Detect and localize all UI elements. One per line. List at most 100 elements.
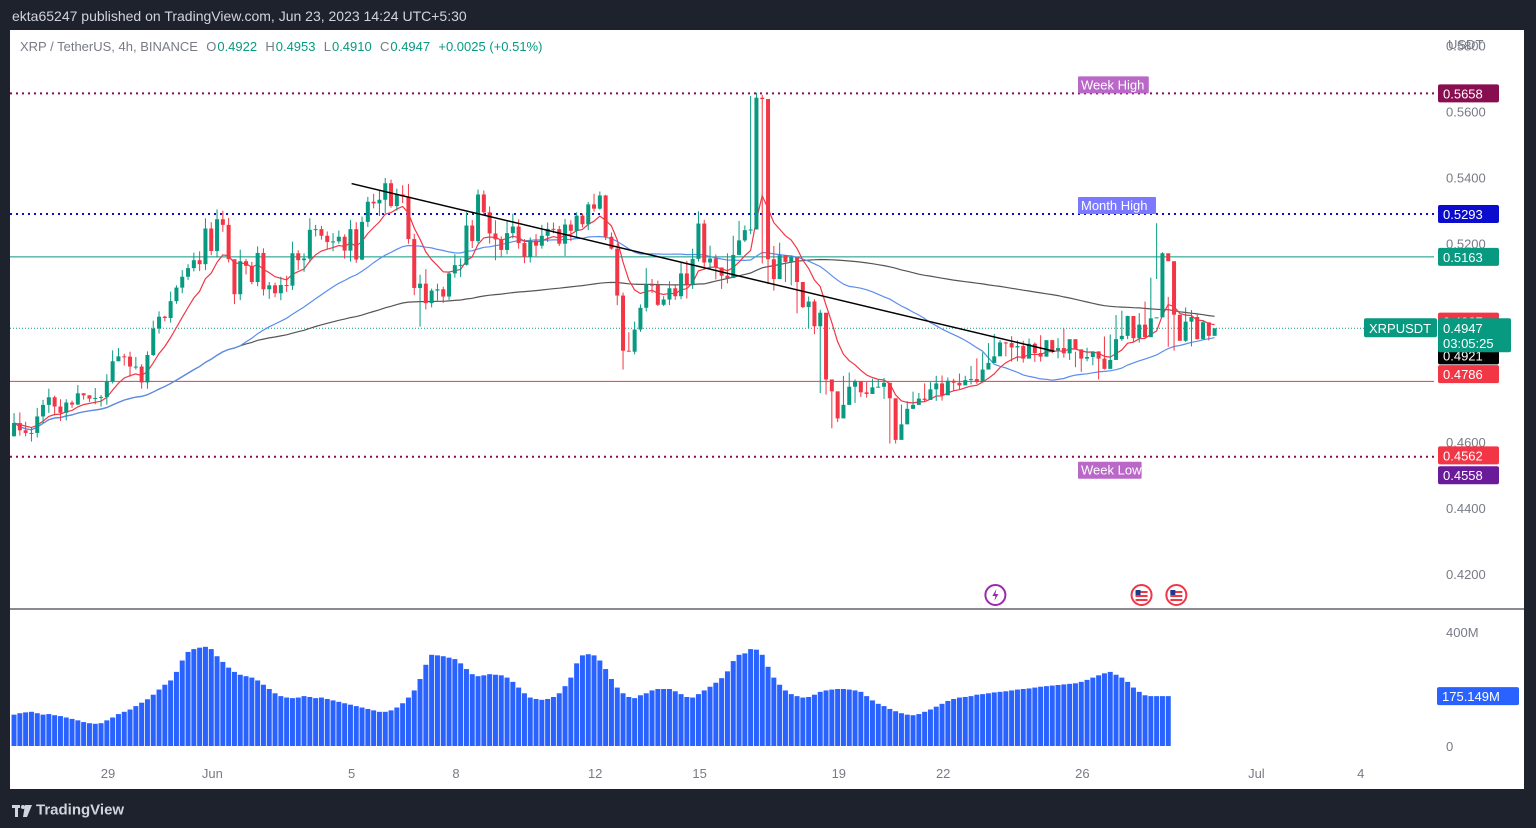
candle-body: [534, 240, 539, 246]
candle-body: [945, 380, 950, 396]
volume-bar: [701, 690, 707, 746]
candle-body: [284, 284, 289, 286]
price-label: 0.5658: [1443, 86, 1483, 101]
volume-bar: [997, 691, 1003, 746]
price-label-box: [1438, 466, 1499, 485]
candle-body: [748, 229, 753, 231]
volume-bar: [284, 697, 290, 746]
price-label-box: [1438, 204, 1499, 223]
price-tick-label: 0.4200: [1446, 567, 1486, 582]
candle-body: [992, 356, 997, 363]
volume-bar: [835, 689, 841, 746]
candle-body: [296, 253, 301, 261]
candle-body: [940, 383, 945, 396]
tradingview-logo[interactable]: TradingView: [12, 801, 124, 819]
candle-body: [963, 380, 968, 386]
volume-bar: [980, 694, 986, 746]
candle-body: [377, 199, 382, 204]
candle-body: [934, 383, 939, 390]
volume-bar: [115, 714, 121, 746]
candle-body: [1038, 353, 1043, 357]
chart-panel[interactable]: 0.5800 0.5600 0.5400 0.5200 0.4600 0.4400 0.42…: [10, 30, 1524, 789]
candle-body: [116, 356, 121, 362]
volume-bar: [330, 700, 336, 746]
candle-body: [742, 230, 747, 241]
volume-bar: [289, 698, 295, 746]
candle-body: [853, 381, 858, 387]
volume-bar: [1061, 684, 1067, 746]
candle-body: [516, 226, 521, 244]
candle-body: [655, 284, 660, 305]
legend-open-value: 0.4922: [217, 39, 258, 54]
candle-body: [528, 240, 533, 257]
candle-body: [476, 194, 481, 242]
volume-bar: [220, 661, 226, 746]
candle-body: [441, 289, 446, 297]
volume-bar: [858, 691, 864, 746]
candle-body: [1096, 351, 1101, 359]
volume-bar: [904, 714, 910, 746]
volume-bar: [736, 654, 742, 746]
volume-bar: [545, 698, 551, 746]
candle-body: [887, 382, 892, 399]
volume-bar: [359, 707, 365, 746]
volume-bar: [324, 698, 330, 746]
volume-bar: [498, 675, 504, 746]
volume-bar: [34, 713, 40, 746]
candle-body: [1114, 339, 1119, 360]
volume-bar: [556, 693, 562, 746]
volume-bar: [231, 671, 237, 746]
volume-bar: [666, 689, 672, 746]
volume-bar: [365, 708, 371, 746]
price-chart[interactable]: 0.58000.56000.54000.52000.46000.44000.42…: [10, 30, 1524, 789]
candle-body: [1166, 253, 1171, 262]
volume-bar: [626, 696, 632, 746]
volume-bar: [695, 694, 701, 746]
volume-bar: [388, 710, 394, 746]
candle-body: [1131, 316, 1136, 339]
candle-body: [916, 398, 921, 405]
volume-bar: [962, 696, 968, 746]
volume-last-label-box: [1437, 687, 1519, 706]
candle-body: [690, 258, 695, 285]
candle-body: [957, 382, 962, 386]
candle-body: [1172, 261, 1177, 315]
volume-bar: [974, 694, 980, 746]
candle-body: [870, 387, 875, 394]
candle-body: [876, 386, 881, 388]
candle-body: [493, 233, 498, 240]
volume-bar: [916, 714, 922, 746]
volume-bar: [846, 689, 852, 746]
volume-bar: [295, 697, 301, 746]
candle-body: [1027, 343, 1032, 359]
volume-bar: [637, 695, 643, 746]
candle-body: [980, 369, 985, 383]
volume-bar: [759, 654, 765, 746]
volume-bar: [1055, 685, 1061, 746]
candle-body: [1212, 328, 1217, 336]
volume-bar: [98, 723, 104, 746]
candle-body: [354, 229, 359, 260]
candle-body: [632, 329, 637, 352]
volume-bar: [643, 693, 649, 746]
volume-bar: [881, 706, 887, 746]
candle-body: [586, 204, 591, 225]
candle-body: [487, 212, 492, 234]
volume-bar: [214, 656, 220, 746]
volume-bar: [597, 660, 603, 746]
volume-bar: [492, 674, 498, 746]
candle-body: [783, 255, 788, 262]
volume-bar: [255, 680, 261, 746]
price-label: 0.5163: [1443, 250, 1483, 265]
candle-body: [313, 229, 318, 231]
volume-bar: [1032, 687, 1038, 746]
candle-body: [998, 342, 1003, 357]
volume-bar: [806, 696, 812, 746]
volume-bar: [69, 718, 75, 746]
volume-bar: [133, 706, 139, 746]
candle-body: [795, 257, 800, 283]
flag-stripe: [1170, 595, 1183, 597]
candle-body: [1201, 322, 1206, 340]
volume-bar: [568, 677, 574, 746]
candle-body: [922, 398, 927, 400]
